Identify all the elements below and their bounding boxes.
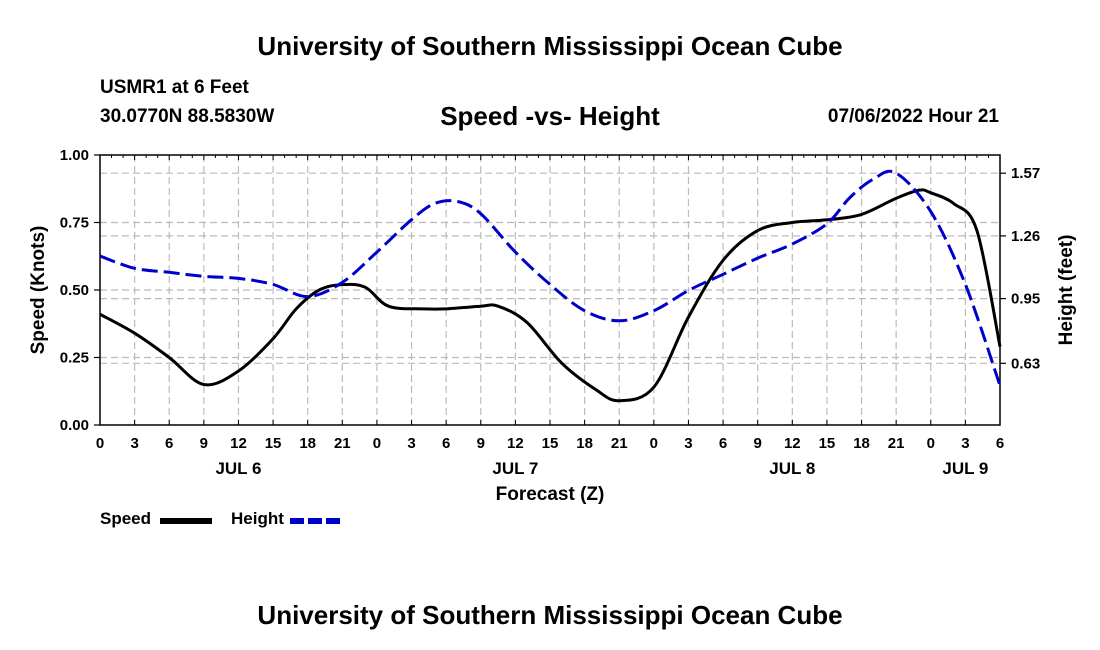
y-tick-label: 0.75 bbox=[60, 215, 89, 232]
day-label: JUL 7 bbox=[492, 459, 538, 478]
x-tick-label: 0 bbox=[927, 435, 935, 452]
footer-title: University of Southern Mississippi Ocean… bbox=[257, 600, 843, 630]
x-tick-label: 18 bbox=[576, 435, 593, 452]
x-tick-label: 9 bbox=[477, 435, 485, 452]
y-tick-label: 0.00 bbox=[60, 417, 89, 434]
x-tick-label: 9 bbox=[754, 435, 762, 452]
x-tick-label: 0 bbox=[96, 435, 104, 452]
x-tick-label: 21 bbox=[334, 435, 351, 452]
x-tick-label: 21 bbox=[888, 435, 905, 452]
x-tick-label: 15 bbox=[819, 435, 836, 452]
chart-subtitle: Speed -vs- Height bbox=[440, 101, 660, 131]
series-line-speed bbox=[99, 188, 1002, 403]
legend-height-label: Height bbox=[231, 509, 284, 528]
station-coordinates: 30.0770N 88.5830W bbox=[100, 106, 275, 127]
x-tick-label: 3 bbox=[130, 435, 138, 452]
x-tick-label: 6 bbox=[719, 435, 727, 452]
series-layer bbox=[99, 169, 1002, 403]
x-tick-label: 3 bbox=[961, 435, 969, 452]
station-name: USMR1 at 6 Feet bbox=[100, 77, 249, 98]
x-tick-label: 18 bbox=[853, 435, 870, 452]
x-tick-label: 0 bbox=[373, 435, 381, 452]
x-tick-label: 15 bbox=[265, 435, 282, 452]
x-tick-label: 12 bbox=[507, 435, 524, 452]
grid-layer bbox=[100, 155, 1000, 425]
day-label: JUL 8 bbox=[769, 459, 815, 478]
x-tick-label: 18 bbox=[299, 435, 316, 452]
labels-layer: 0 3 6 9 12 15 18 21 0 3 6 9 12 15 18 21 0 3 6 9 12 15 18 21 0 3 6J… bbox=[60, 147, 1040, 478]
legend-speed-swatch bbox=[160, 518, 212, 524]
x-tick-label: 9 bbox=[200, 435, 208, 452]
y2-tick-label: 0.63 bbox=[1011, 355, 1040, 372]
x-tick-label: 12 bbox=[784, 435, 801, 452]
x-tick-label: 6 bbox=[165, 435, 173, 452]
legend-speed-label: Speed bbox=[100, 509, 152, 528]
x-tick-label: 3 bbox=[407, 435, 415, 452]
y-axis-label-speed: Speed (Knots) bbox=[28, 226, 49, 355]
x-tick-label: 6 bbox=[442, 435, 450, 452]
forecast-datestamp: 07/06/2022 Hour 21 bbox=[827, 106, 999, 127]
chart-main-title: University of Southern Mississippi Ocean… bbox=[257, 31, 843, 61]
x-tick-label: 12 bbox=[230, 435, 247, 452]
x-tick-label: 15 bbox=[542, 435, 559, 452]
x-tick-label: 21 bbox=[611, 435, 628, 452]
y-axis-label-height: Height (feet) bbox=[1056, 235, 1077, 346]
x-tick-label: 6 bbox=[996, 435, 1004, 452]
y2-tick-label: 0.95 bbox=[1011, 291, 1040, 308]
y2-tick-label: 1.57 bbox=[1011, 165, 1040, 182]
y-tick-label: 0.50 bbox=[60, 282, 89, 299]
x-tick-label: 3 bbox=[684, 435, 692, 452]
legend-height-swatch bbox=[290, 518, 342, 524]
series-line-height bbox=[99, 169, 1002, 387]
ticks-layer bbox=[94, 154, 1006, 426]
x-tick-label: 0 bbox=[650, 435, 658, 452]
y2-tick-label: 1.26 bbox=[1011, 228, 1040, 245]
y-tick-label: 0.25 bbox=[60, 350, 89, 367]
x-axis-label: Forecast (Z) bbox=[496, 484, 605, 505]
day-label: JUL 6 bbox=[215, 459, 261, 478]
y-tick-label: 1.00 bbox=[60, 147, 89, 164]
day-label: JUL 9 bbox=[942, 459, 988, 478]
